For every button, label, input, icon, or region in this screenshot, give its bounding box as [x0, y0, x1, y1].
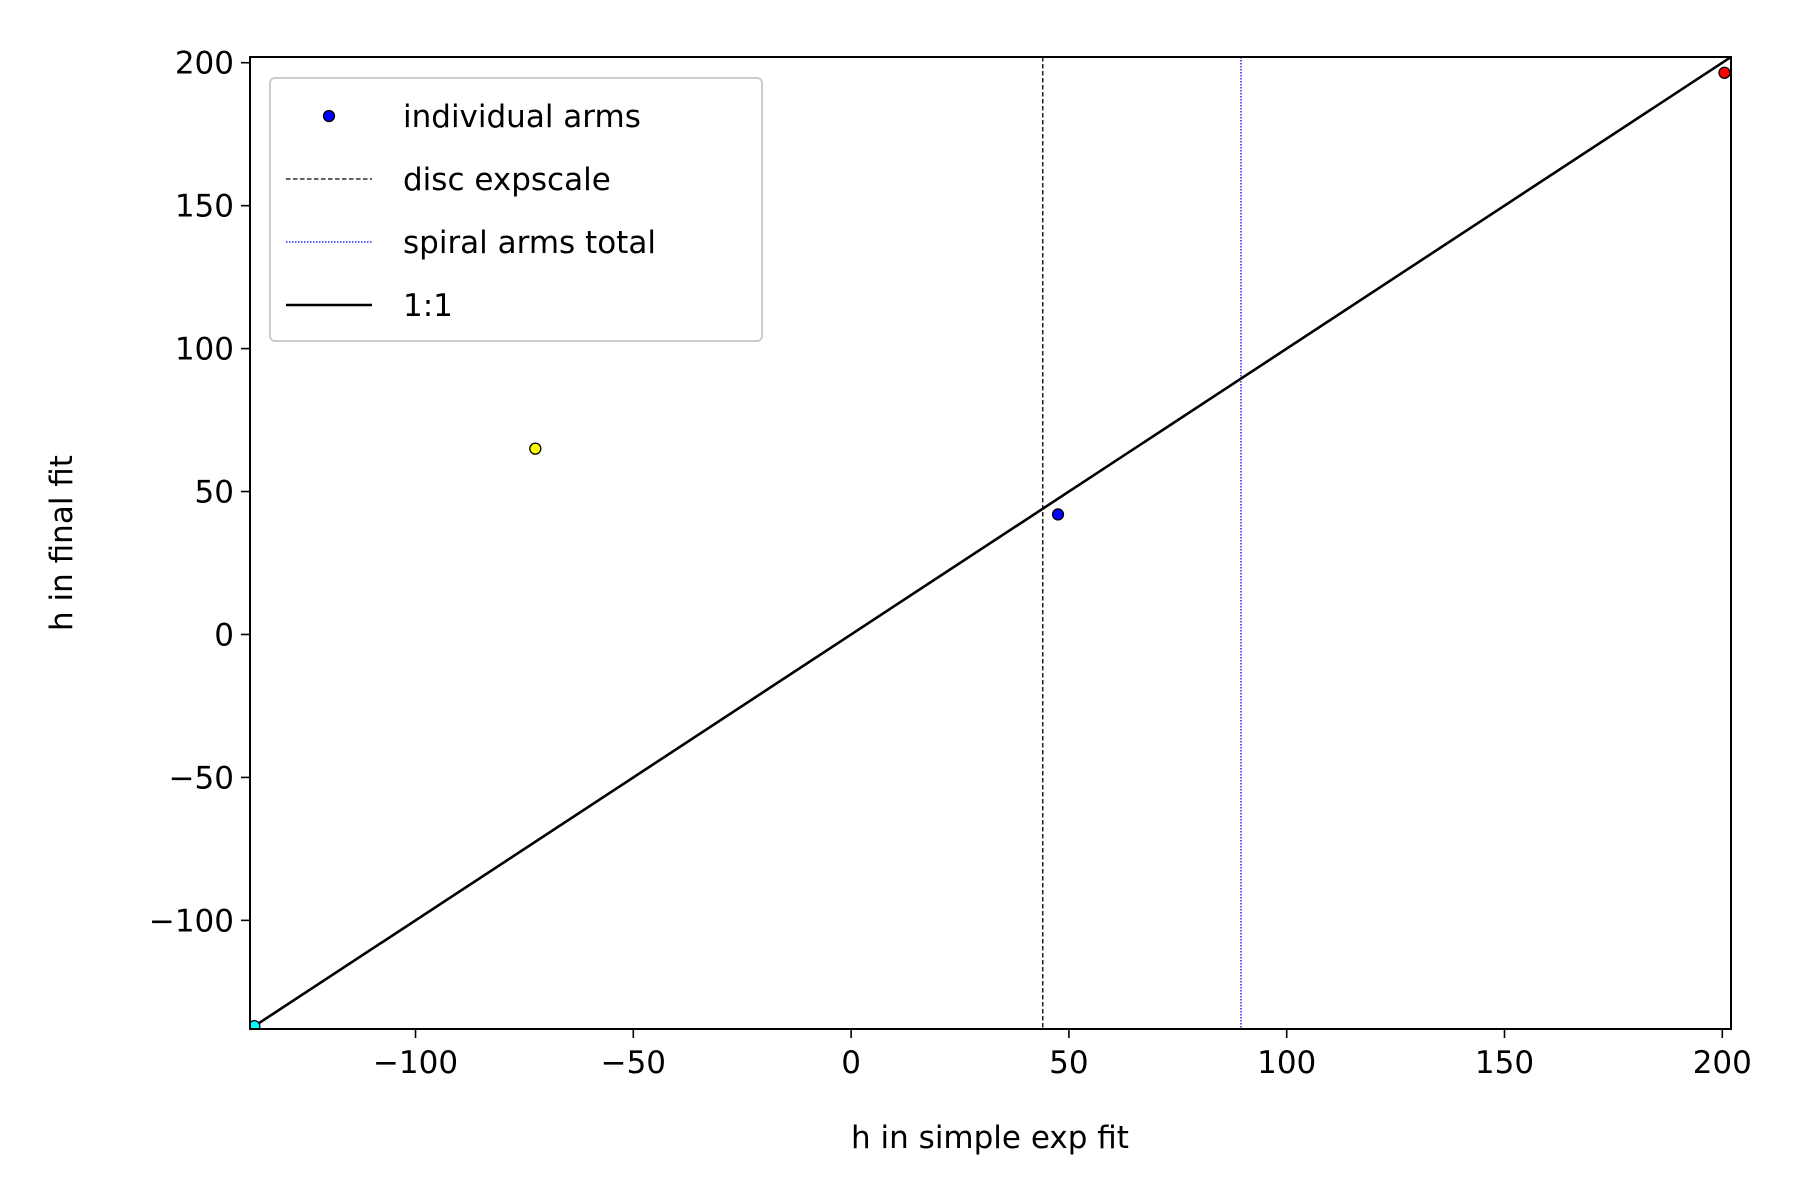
- x-tick-label: 150: [1475, 1045, 1534, 1081]
- x-tick-label: 200: [1693, 1045, 1752, 1081]
- y-axis-label: h in final fit: [44, 455, 80, 631]
- x-tick-label: 100: [1257, 1045, 1316, 1081]
- y-tick-label: 200: [175, 46, 234, 82]
- y-tick-label: 50: [195, 475, 234, 511]
- legend-label: individual arms: [403, 99, 641, 135]
- y-tick-label: 100: [175, 332, 234, 368]
- legend-label: spiral arms total: [403, 225, 656, 261]
- plot-area: [250, 57, 1731, 1029]
- axes-frame: [249, 56, 1732, 1030]
- y-tick-label: 150: [175, 189, 234, 225]
- series-line-3: [250, 57, 1731, 1029]
- legend-marker: [322, 109, 336, 123]
- y-tick-label: 0: [214, 617, 234, 653]
- legend-box: [269, 77, 763, 342]
- x-axis-label: h in simple exp fit: [851, 1120, 1129, 1156]
- legend-label: disc expscale: [403, 162, 611, 198]
- x-tick-label: −100: [373, 1045, 458, 1081]
- legend-label: 1:1: [403, 288, 453, 324]
- y-tick-label: −50: [169, 760, 234, 796]
- x-tick-label: 0: [841, 1045, 861, 1081]
- scatter-point-2: [1718, 66, 1731, 79]
- scatter-point-3: [250, 1019, 261, 1029]
- scatter-point-0: [1051, 508, 1065, 521]
- scatter-point-1: [529, 442, 542, 455]
- x-tick-label: 50: [1049, 1045, 1088, 1081]
- axes: −100 −50 0 50 100 150 200 −100 −50 0 50 100 150 200: [149, 46, 1752, 1081]
- x-tick-label: −50: [601, 1045, 666, 1081]
- legend: individual arms disc expscale spiral arms …: [269, 77, 763, 342]
- y-tick-label: −100: [149, 903, 234, 939]
